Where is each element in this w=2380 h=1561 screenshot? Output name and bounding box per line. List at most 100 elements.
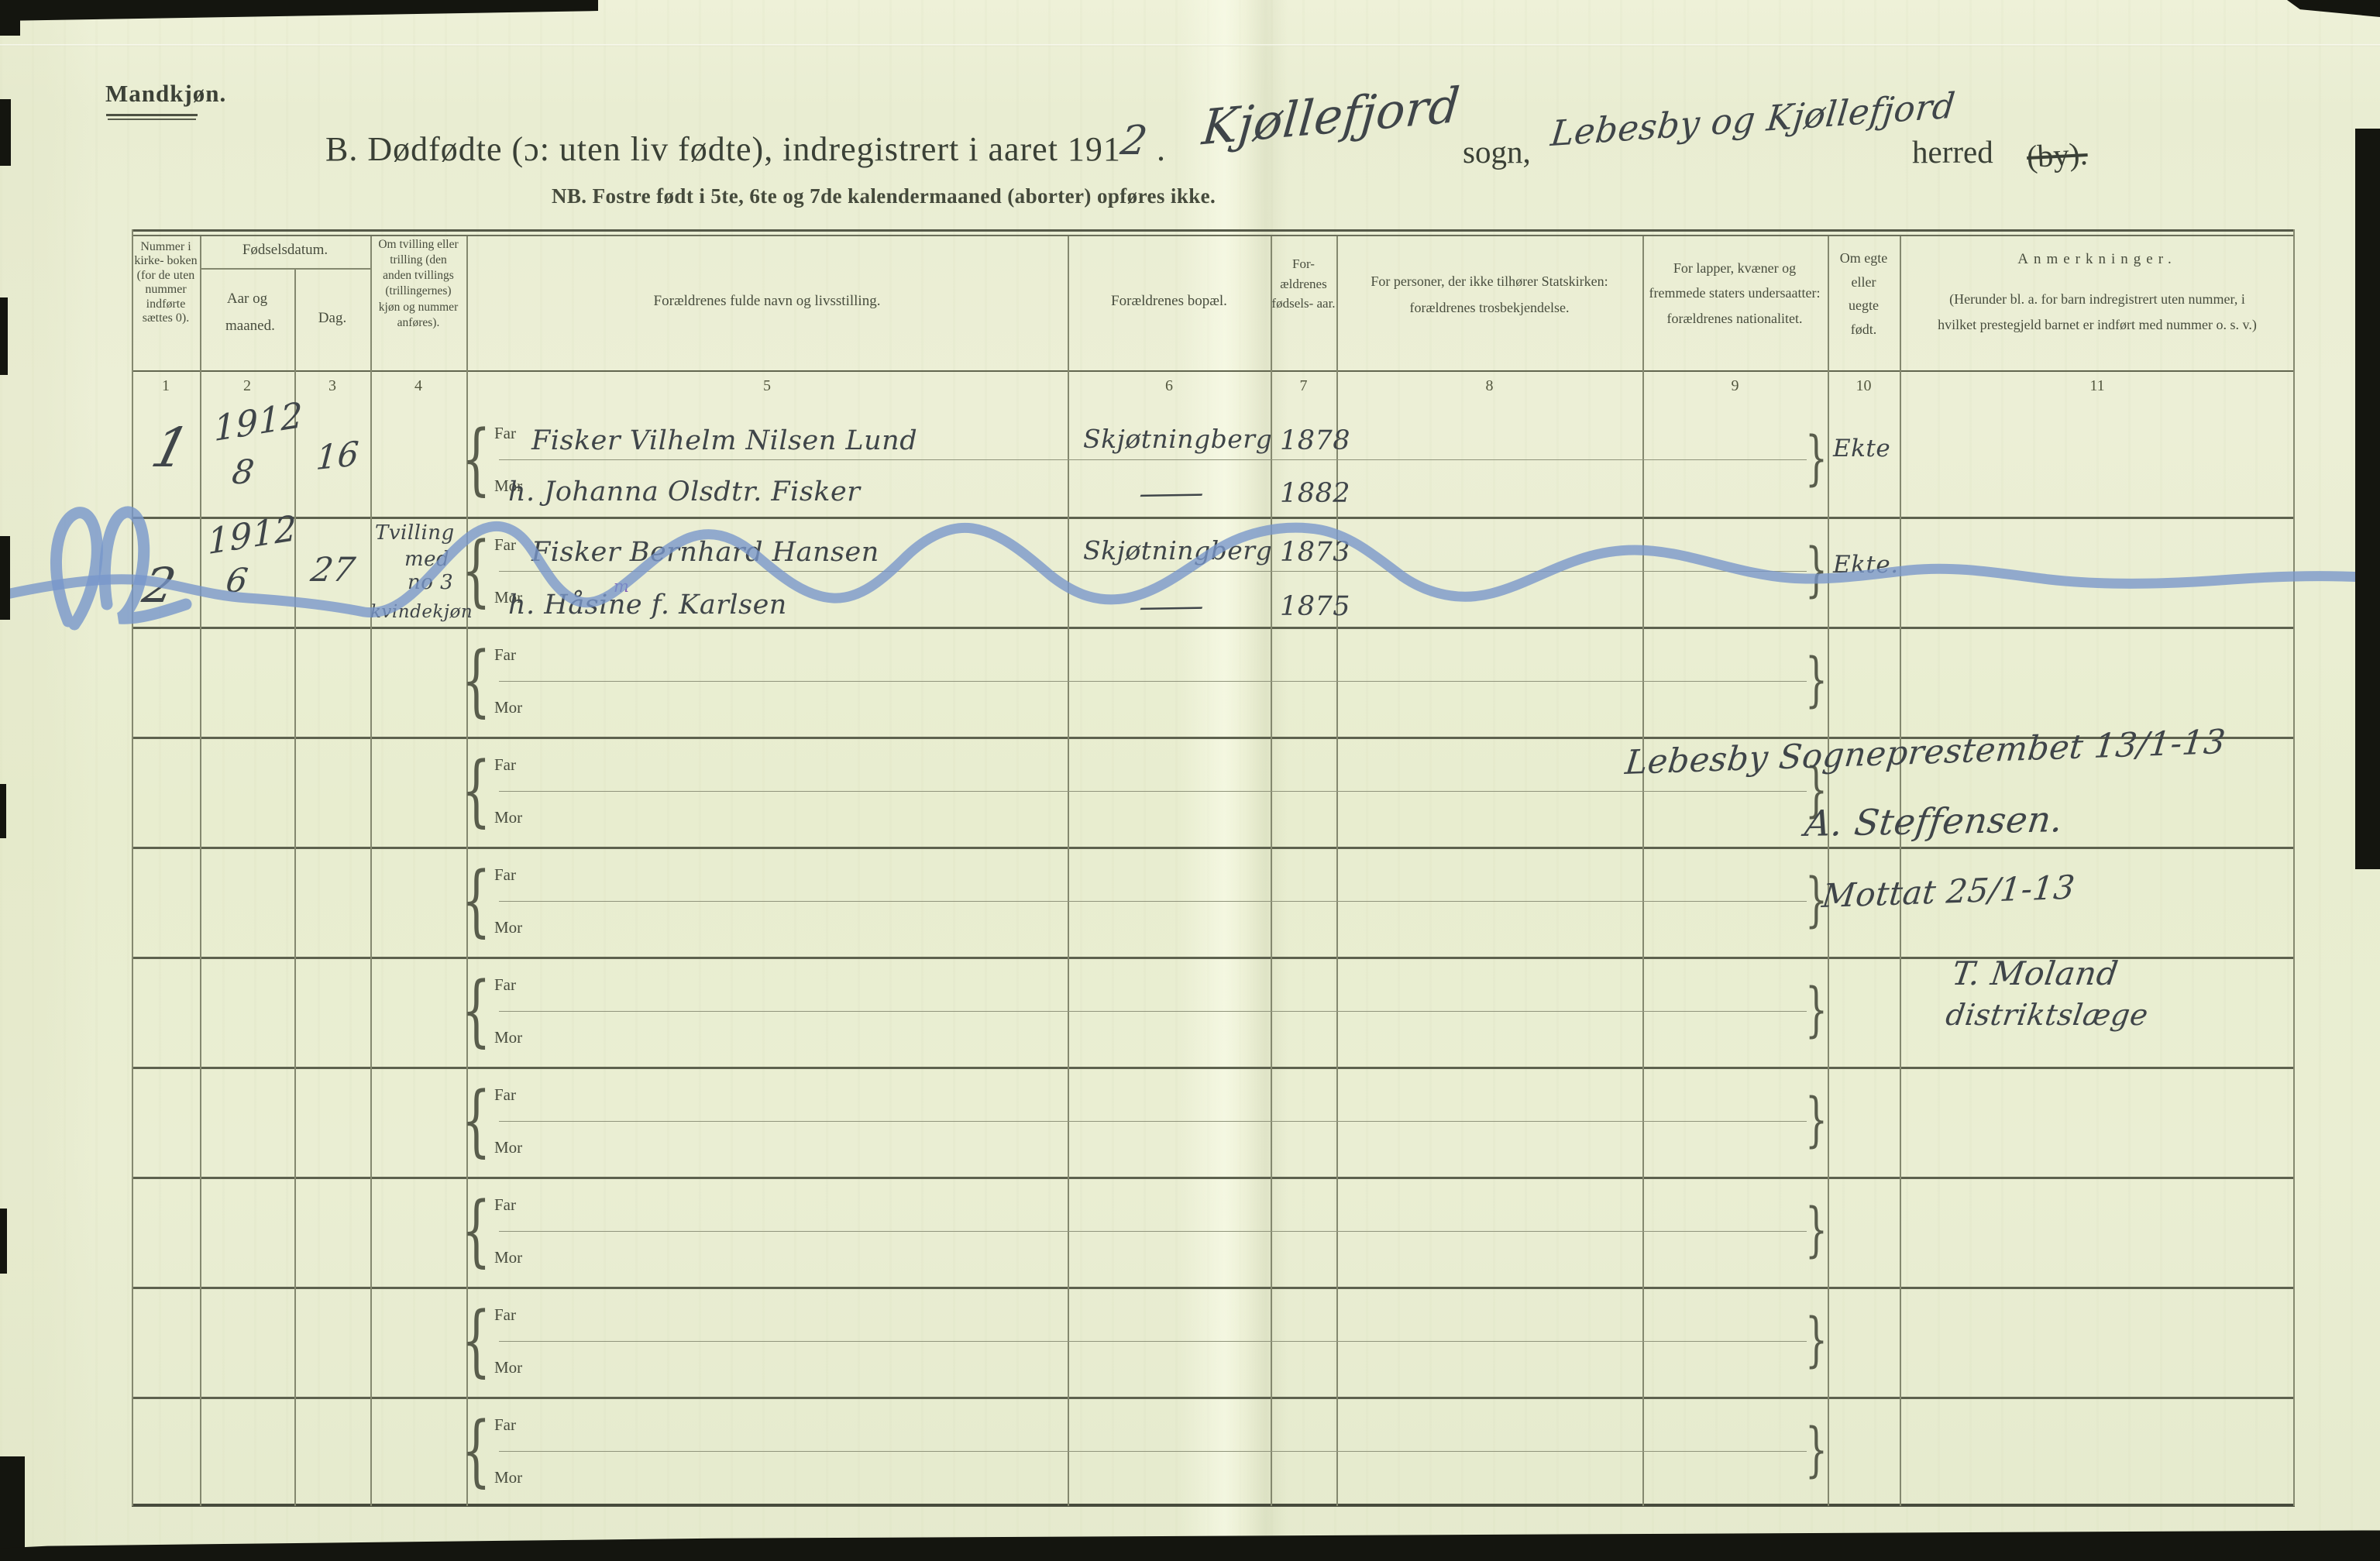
- far-mor-brace-left: {: [462, 1075, 491, 1167]
- father-name: Fisker Vilhelm Nilsen Lund: [531, 425, 918, 456]
- far-mor-brace-left: {: [462, 855, 491, 947]
- page-corner-label: Mandkjøn.: [105, 80, 227, 107]
- table-row: { Far Mor }: [0, 627, 2380, 737]
- table-row: { Far Mor } 2 1912 6 27 Tvilling med no …: [0, 507, 2380, 627]
- twin-note-line1: Tvilling: [375, 521, 455, 545]
- far-mor-divider: [499, 901, 1807, 903]
- by-label-struck: (by).: [2025, 135, 2089, 175]
- far-mor-divider: [499, 1121, 1807, 1123]
- row-separator: [132, 1067, 2295, 1069]
- far-mor-brace-left: {: [462, 414, 491, 505]
- col-header-residence: Forældrenes bopæl.: [1111, 293, 1227, 309]
- table-top-border-1: [132, 229, 2295, 232]
- far-mor-divider: [499, 1011, 1807, 1013]
- row-separator: [132, 847, 2295, 849]
- row-separator: [132, 737, 2295, 739]
- far-mor-brace-right: }: [1805, 535, 1828, 603]
- col-header-day: Dag.: [318, 310, 347, 326]
- far-mor-brace-right: }: [1805, 645, 1828, 713]
- far-mor-brace-right: }: [1805, 1085, 1828, 1154]
- mother-row-label: Mor: [494, 476, 523, 495]
- col-no-7: 7: [1299, 377, 1308, 394]
- corner-label-underline-2: [108, 119, 196, 120]
- father-row-label: Far: [494, 645, 516, 664]
- table-row: { Far Mor }: [0, 847, 2380, 957]
- entry-month: 8: [229, 453, 257, 492]
- father-row-label: Far: [494, 755, 516, 774]
- col-border-8-9: [1642, 236, 1644, 1506]
- nb-footnote: NB. Fostre født i 5te, 6te og 7de kalend…: [552, 184, 1216, 208]
- far-mor-divider: [499, 791, 1807, 793]
- far-mor-divider: [499, 571, 1807, 572]
- mother-birthyear: 1875: [1280, 591, 1351, 622]
- doctor-title: distriktslæge: [1943, 998, 2151, 1032]
- far-mor-brace-right: }: [1805, 1195, 1828, 1264]
- col-border-10-11: [1900, 236, 1901, 1506]
- mother-row-label: Mor: [494, 1138, 523, 1157]
- form-title-printed: B. Dødfødte (ɔ: uten liv fødte), indregi…: [325, 130, 1121, 168]
- scan-edge-top-left-corner: [0, 0, 20, 36]
- col-border-5-6: [1068, 236, 1069, 1506]
- district-name-handwritten: Lebesby og Kjøllefjord: [1549, 84, 1958, 155]
- twin-note-line2: med: [404, 548, 450, 571]
- fodselsdatum-subdivider: [200, 268, 370, 270]
- col-header-nationality: For lapper, kvæner og fremmede staters u…: [1649, 260, 1821, 326]
- scan-edge-left-3: [0, 536, 10, 620]
- col-header-parents-birthyear: For- ældrenes fødsels- aar.: [1271, 256, 1336, 311]
- father-row-label: Far: [494, 865, 516, 884]
- entry-day: 27: [308, 551, 359, 590]
- mother-name: h. Johanna Olsdtr. Fisker: [508, 476, 861, 507]
- far-mor-brace-right: }: [1805, 865, 1828, 934]
- paper-fold-band: [1179, 0, 1288, 1561]
- table-bottom-border: [132, 1504, 2295, 1507]
- father-row-label: Far: [494, 424, 516, 442]
- col-header-number: Nummer i kirke- boken (for de uten numme…: [134, 240, 198, 325]
- form-title: B. Dødfødte (ɔ: uten liv fødte), indregi…: [325, 118, 1166, 170]
- scan-edge-top-right: [2287, 0, 2380, 17]
- col-no-1: 1: [162, 377, 170, 394]
- doctor-signature: T. Moland: [1949, 954, 2121, 992]
- col-no-8: 8: [1485, 377, 1494, 394]
- far-mor-brace-right: }: [1805, 1415, 1828, 1484]
- father-row-label: Far: [494, 1195, 516, 1214]
- title-year-handwritten: 2: [1117, 118, 1151, 164]
- row-separator: [132, 1177, 2295, 1179]
- entry-number: 1: [145, 416, 197, 480]
- table-row: { Far Mor }: [0, 957, 2380, 1067]
- legitimacy-value: Ekte.: [1833, 551, 1899, 579]
- far-mor-brace-right: }: [1805, 1305, 1828, 1374]
- col-header-non-state-church: For personer, der ikke tilhører Statskir…: [1371, 273, 1608, 316]
- table-row: { Far Mor }: [0, 1177, 2380, 1287]
- sogn-label: sogn,: [1463, 134, 1531, 170]
- scan-edge-left-6: [0, 1456, 25, 1561]
- scan-edge-top-left: [0, 0, 598, 21]
- table-row: { Far Mor }: [0, 1067, 2380, 1177]
- correction-mark: m: [614, 577, 630, 596]
- paper-fold-line: [0, 44, 2380, 46]
- scan-edge-right-strip: [2355, 129, 2380, 869]
- table-row: { Far Mor } 1 1912 8 16 Fisker Vilhelm N…: [0, 394, 2380, 517]
- far-mor-brace-left: {: [462, 1295, 491, 1387]
- residence-father: Skjøtningberg: [1083, 535, 1273, 566]
- far-mor-brace-left: {: [462, 745, 491, 837]
- far-mor-brace-left: {: [462, 635, 491, 727]
- far-mor-brace-right: }: [1805, 975, 1828, 1044]
- col-border-7-8: [1336, 236, 1338, 1506]
- corner-label-underline: [106, 114, 198, 116]
- col-header-birthdate-group: Fødselsdatum.: [242, 242, 328, 258]
- scan-edge-left-2: [0, 297, 8, 375]
- table-top-border-2: [132, 235, 2295, 236]
- col-header-remarks: Anmerkninger.: [2017, 251, 2177, 267]
- header-bottom-line: [132, 370, 2295, 372]
- col-border-9-10: [1828, 236, 1829, 1506]
- col-no-3: 3: [328, 377, 336, 394]
- col-header-remarks-sub: (Herunder bl. a. for barn indregistrert …: [1938, 291, 2257, 333]
- far-mor-divider: [499, 1341, 1807, 1343]
- father-row-label: Far: [494, 975, 516, 994]
- mother-row-label: Mor: [494, 1248, 523, 1267]
- mother-row-label: Mor: [494, 808, 523, 827]
- entry-year: 1912: [213, 394, 304, 450]
- table-row: { Far Mor }: [0, 1287, 2380, 1397]
- entry-day: 16: [315, 434, 361, 479]
